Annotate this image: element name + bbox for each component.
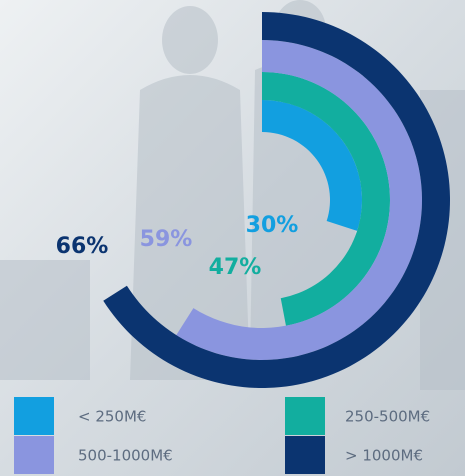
legend-label: 250-500M€ (345, 408, 430, 426)
data-label: 66% (56, 234, 109, 259)
data-label: 47% (209, 255, 262, 280)
radial-bar (262, 72, 390, 326)
legend-label: > 1000M€ (345, 447, 423, 465)
data-label: 30% (246, 213, 299, 238)
radial-bar (262, 100, 362, 231)
legend-label: < 250M€ (78, 408, 146, 426)
radial-bar (176, 40, 422, 360)
legend-swatch (285, 397, 325, 435)
data-label: 59% (140, 227, 193, 252)
legend-label: 500-1000M€ (78, 447, 173, 465)
legend-swatch (285, 436, 325, 474)
legend-swatch (14, 397, 54, 435)
legend-swatch (14, 436, 54, 474)
